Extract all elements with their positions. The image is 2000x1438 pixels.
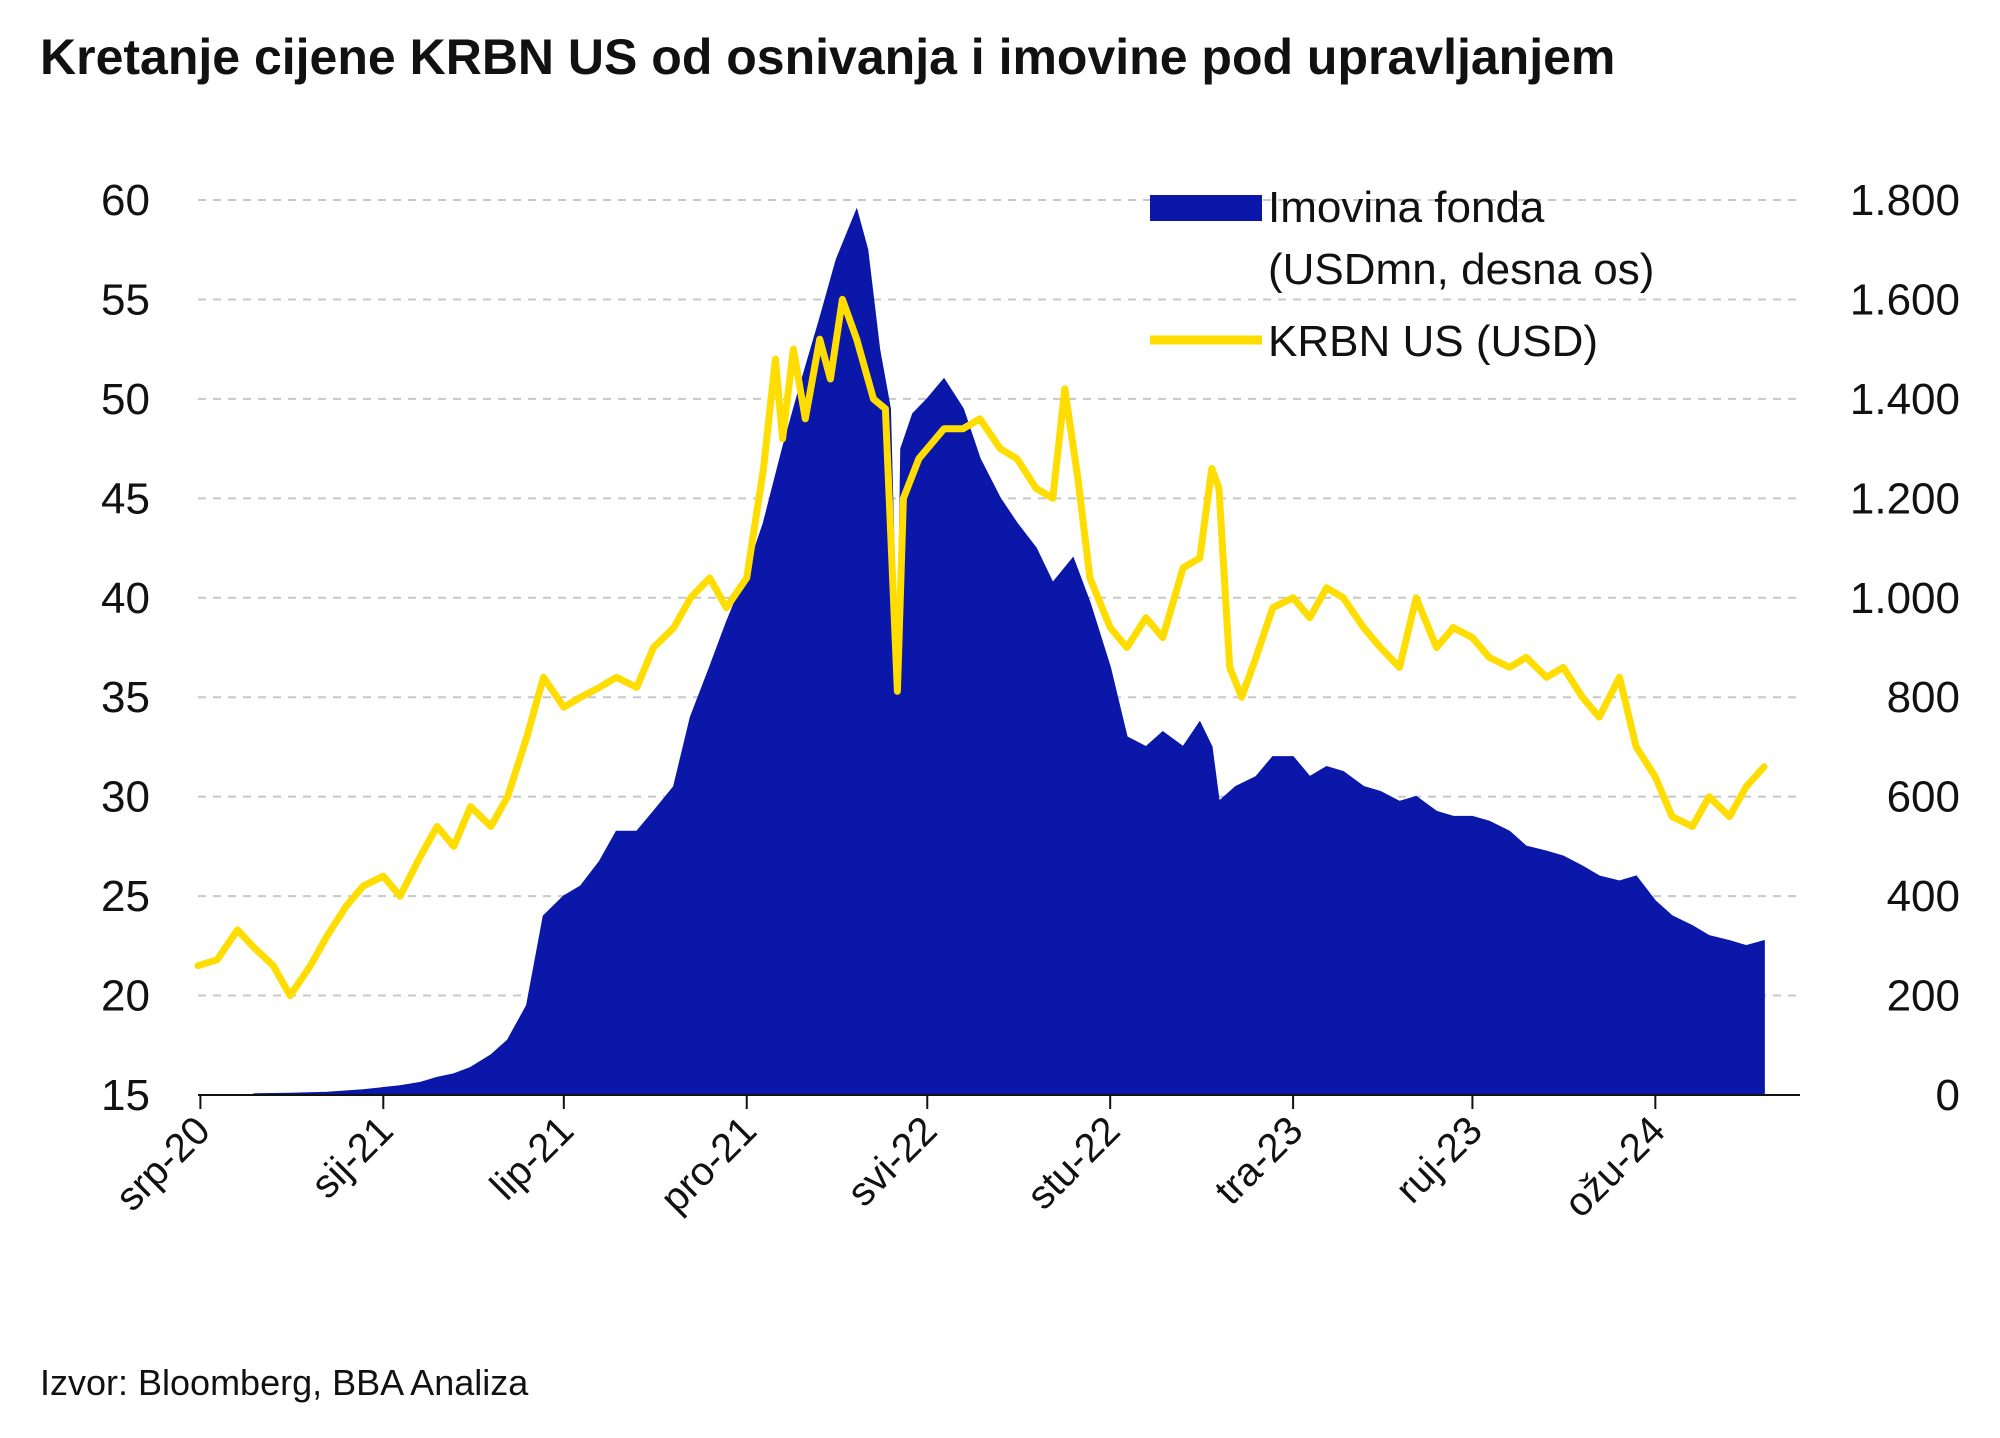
y-axis-right: 0 200 400 600 800 1.000 1.200 1.400 1.600 1.800 bbox=[1850, 176, 1960, 1120]
y-left-tick-label: 60 bbox=[101, 176, 150, 225]
y-left-tick-label: 25 bbox=[101, 872, 150, 921]
y-right-tick-label: 800 bbox=[1887, 673, 1960, 722]
y-axis-left: 15 20 25 30 35 40 45 50 55 60 bbox=[101, 176, 150, 1120]
y-right-tick-label: 1.800 bbox=[1850, 176, 1960, 225]
x-tick-label: lip-21 bbox=[482, 1108, 582, 1208]
y-right-tick-label: 1.200 bbox=[1850, 474, 1960, 523]
y-left-tick-label: 55 bbox=[101, 275, 150, 324]
x-axis: srp-20 sij-21 lip-21 pro-21 svi-22 stu-22 tra-… bbox=[107, 1095, 1674, 1226]
x-tick-label: sij-21 bbox=[303, 1108, 402, 1207]
chart-title: Kretanje cijene KRBN US od osnivanja i i… bbox=[40, 29, 1616, 85]
y-left-tick-label: 35 bbox=[101, 673, 150, 722]
y-left-tick-label: 45 bbox=[101, 474, 150, 523]
x-tick-label: ruj-23 bbox=[1387, 1108, 1490, 1211]
legend-swatch-aum bbox=[1150, 195, 1262, 221]
y-left-tick-label: 20 bbox=[101, 972, 150, 1021]
y-right-tick-label: 0 bbox=[1936, 1071, 1960, 1120]
y-right-tick-label: 1.600 bbox=[1850, 275, 1960, 324]
y-right-tick-label: 1.000 bbox=[1850, 574, 1960, 623]
x-tick-label: ožu-24 bbox=[1556, 1108, 1674, 1226]
y-left-tick-label: 50 bbox=[101, 375, 150, 424]
x-tick-label: srp-20 bbox=[107, 1108, 218, 1219]
line-series-price bbox=[194, 295, 1768, 1000]
legend-label-aum: Imovina fonda bbox=[1268, 183, 1545, 232]
x-tick-label: stu-22 bbox=[1019, 1108, 1129, 1218]
y-right-tick-label: 1.400 bbox=[1850, 375, 1960, 424]
legend: Imovina fonda (USDmn, desna os) KRBN US (U… bbox=[1150, 183, 1654, 366]
legend-label-price: KRBN US (USD) bbox=[1268, 317, 1598, 366]
y-right-tick-label: 200 bbox=[1887, 972, 1960, 1021]
y-left-tick-label: 40 bbox=[101, 574, 150, 623]
x-tick-label: pro-21 bbox=[652, 1108, 765, 1221]
y-right-tick-label: 400 bbox=[1887, 872, 1960, 921]
y-left-tick-label: 30 bbox=[101, 773, 150, 822]
y-right-tick-label: 600 bbox=[1887, 773, 1960, 822]
x-tick-label: tra-23 bbox=[1206, 1108, 1311, 1213]
y-left-tick-label: 15 bbox=[101, 1071, 150, 1120]
source-note: Izvor: Bloomberg, BBA Analiza bbox=[40, 1362, 529, 1403]
area-series-aum bbox=[253, 207, 1765, 1096]
aum-area bbox=[253, 207, 1765, 1096]
x-tick-label: svi-22 bbox=[839, 1108, 946, 1215]
legend-label-aum: (USDmn, desna os) bbox=[1268, 245, 1654, 294]
price-line bbox=[194, 295, 1768, 1000]
